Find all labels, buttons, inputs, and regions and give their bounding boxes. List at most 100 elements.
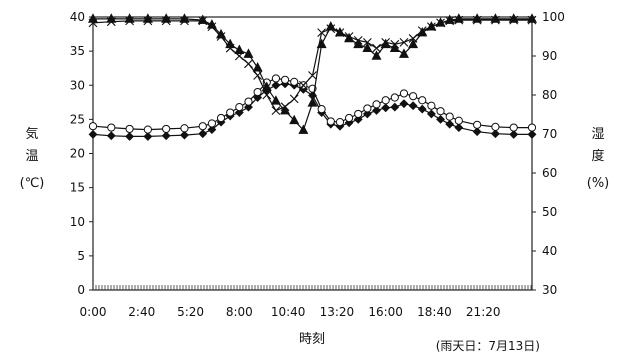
cross-point — [527, 15, 537, 25]
cross-point — [253, 71, 263, 80]
cross-point — [408, 34, 418, 43]
x-tick-label: 8:00 — [226, 305, 253, 319]
circle-point — [280, 75, 290, 84]
circle-point — [344, 113, 354, 123]
triangle-point — [234, 44, 245, 54]
x-tick-label: 21:20 — [466, 305, 501, 319]
cross-point — [472, 15, 482, 25]
plot-frame — [92, 16, 533, 291]
diamond-point — [180, 130, 189, 140]
circle-point — [226, 108, 235, 117]
cross-point — [225, 43, 235, 53]
left-y-tick-label: 30 — [70, 78, 85, 92]
triangle-point — [362, 42, 373, 52]
circle-point — [445, 112, 454, 121]
diamond-point — [143, 132, 153, 141]
left-y-tick-label: 15 — [70, 181, 85, 195]
diamond-point — [106, 131, 116, 141]
triangle-point — [398, 48, 409, 58]
cross-point — [362, 37, 372, 47]
triangle-point — [490, 13, 501, 23]
cross-point — [399, 37, 409, 47]
circle-point — [235, 102, 244, 112]
diamond-point — [390, 102, 400, 112]
triangle-point — [371, 50, 382, 60]
circle-point — [88, 122, 98, 131]
cross-point — [216, 32, 226, 41]
right-axis-label-line-2: 度 — [591, 148, 604, 164]
left-y-tick-label: 10 — [70, 215, 85, 229]
cross-point — [381, 37, 391, 47]
circle-point — [198, 122, 207, 131]
diamond-point — [161, 131, 171, 141]
left-y-tick-label: 20 — [70, 147, 85, 161]
cross-point — [234, 51, 244, 61]
series-cross — [88, 15, 537, 115]
triangle-point — [353, 38, 364, 49]
cross-point — [289, 94, 299, 104]
cross-point — [125, 16, 134, 26]
diamond-point — [399, 99, 409, 109]
diamond-point — [344, 118, 354, 128]
triangle-point — [280, 104, 291, 115]
circle-point — [317, 105, 326, 114]
circle-point — [326, 117, 335, 126]
diamond-point — [88, 129, 98, 139]
x-tick-label: 5:20 — [177, 305, 204, 319]
diamond-point — [198, 129, 208, 139]
triangle-point — [417, 26, 428, 37]
triangle-point — [408, 38, 419, 49]
circle-point — [381, 96, 390, 105]
diamond-point — [408, 101, 418, 111]
right-y-tick-label: 30 — [542, 283, 557, 297]
cross-point — [298, 80, 308, 90]
circle-point — [399, 89, 409, 98]
cross-point — [445, 16, 455, 26]
circle-point — [409, 92, 418, 101]
diamond-point — [472, 127, 482, 137]
diamond-point — [372, 106, 381, 115]
left-axis-label-line-3: (℃) — [20, 176, 45, 191]
cross-point — [198, 16, 208, 26]
cross-point — [106, 17, 116, 27]
cross-point — [180, 16, 189, 26]
cross-point — [427, 22, 436, 32]
circle-point — [527, 123, 537, 132]
left-y-tick-label: 25 — [70, 112, 85, 126]
circle-point — [372, 100, 381, 109]
cross-point — [317, 28, 327, 37]
diamond-point — [417, 104, 427, 114]
diamond-point — [426, 109, 436, 119]
circle-point — [473, 120, 482, 129]
left-y-tick-label: 5 — [77, 249, 85, 263]
right-y-tick-label: 50 — [542, 205, 557, 219]
x-axis-minor-ticks — [92, 285, 532, 290]
x-tick-label: 0:00 — [80, 305, 107, 319]
x-tick-label: 10:40 — [271, 305, 306, 319]
cross-point — [372, 43, 381, 53]
circle-point — [125, 124, 134, 134]
text-layer: 時刻 (雨天日：7月13日) 気 温 (℃) 湿 度 (%) — [20, 126, 610, 353]
right-axis-label-line-3: (%) — [587, 176, 610, 191]
cross-point — [390, 39, 400, 49]
diamond-point — [445, 119, 455, 129]
circle-point — [253, 87, 262, 97]
triangle-point — [270, 95, 281, 105]
axes-layer: 0 5 10 15 20 25 30 35 40 30 40 50 60 70 80 90 100 0:00 2:4… — [70, 10, 565, 319]
left-y-tick-label: 0 — [77, 283, 85, 297]
x-tick-label: 18:40 — [417, 305, 452, 319]
circle-point — [290, 77, 299, 86]
triangle-point — [289, 114, 300, 125]
left-y-tick-label: 35 — [70, 44, 85, 58]
diamond-point — [454, 123, 464, 132]
series-circle — [88, 74, 537, 134]
cross-point — [262, 90, 272, 100]
cross-point — [344, 32, 354, 41]
x-tick-label: 13:20 — [320, 305, 355, 319]
circle-point — [491, 122, 500, 131]
cross-point — [491, 15, 500, 25]
cross-point — [88, 18, 98, 28]
triangle-point — [307, 97, 318, 107]
circle-point — [143, 125, 152, 134]
